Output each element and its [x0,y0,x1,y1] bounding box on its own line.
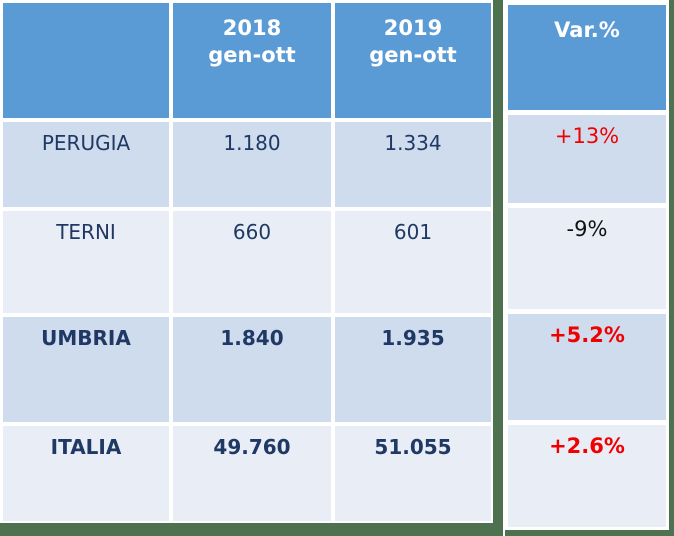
header-cell-region [3,3,169,118]
row-umbria-label: UMBRIA [3,317,169,422]
var-terni: -9% [508,208,666,309]
main-table: 2018 gen-ott 2019 gen-ott PERUGIA 1.180 … [0,0,503,536]
var-italia: +2.6% [508,425,666,527]
row-perugia-2018-value: 1.180 [173,122,331,207]
var-umbria: +5.2% [508,314,666,420]
row-terni-2018-value: 660 [173,211,331,313]
var-percent-grid: Var.% +13% -9% +5.2% +2.6% [508,5,666,527]
main-table-grid: 2018 gen-ott 2019 gen-ott PERUGIA 1.180 … [3,3,491,521]
row-perugia-label: PERUGIA [3,122,169,207]
row-italia-label: ITALIA [3,426,169,521]
row-terni-label: TERNI [3,211,169,313]
row-italia-2018-value: 49.760 [173,426,331,521]
row-perugia-2019-value: 1.334 [335,122,491,207]
header-cell-2018-gen-ott: 2018 gen-ott [173,3,331,118]
row-umbria-2019-value: 1.935 [335,317,491,422]
var-percent-header: Var.% [508,5,666,110]
header-cell-2019-gen-ott: 2019 gen-ott [335,3,491,118]
row-italia-2019-value: 51.055 [335,426,491,521]
var-perugia: +13% [508,115,666,203]
row-umbria-2018-value: 1.840 [173,317,331,422]
row-terni-2019-value: 601 [335,211,491,313]
var-percent-panel: Var.% +13% -9% +5.2% +2.6% [505,0,674,536]
